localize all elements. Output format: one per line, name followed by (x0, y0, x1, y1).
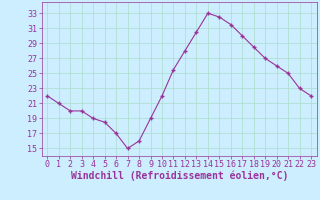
X-axis label: Windchill (Refroidissement éolien,°C): Windchill (Refroidissement éolien,°C) (70, 171, 288, 181)
